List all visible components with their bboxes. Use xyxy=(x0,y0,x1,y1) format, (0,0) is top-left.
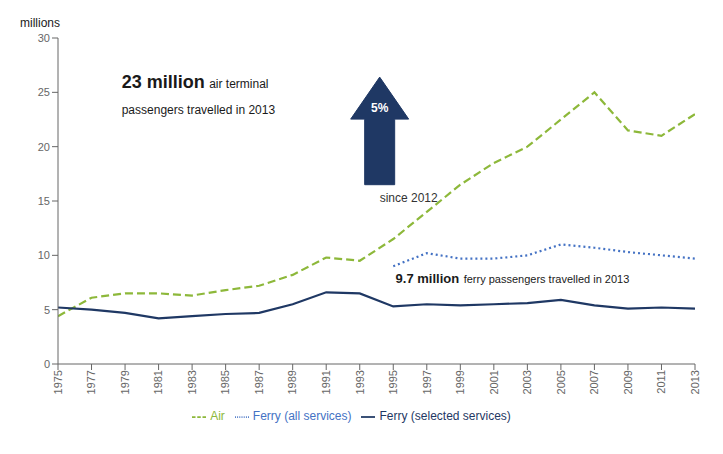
svg-text:25: 25 xyxy=(38,86,50,98)
svg-text:20: 20 xyxy=(38,141,50,153)
svg-text:2001: 2001 xyxy=(488,370,500,394)
svg-text:1999: 1999 xyxy=(454,370,466,394)
svg-text:1977: 1977 xyxy=(85,370,97,394)
svg-text:1991: 1991 xyxy=(320,370,332,394)
svg-text:10: 10 xyxy=(38,249,50,261)
svg-text:1979: 1979 xyxy=(119,370,131,394)
svg-text:5: 5 xyxy=(44,304,50,316)
svg-text:1993: 1993 xyxy=(354,370,366,394)
svg-text:1995: 1995 xyxy=(387,370,399,394)
html-text:passengers travelled in 2013: passengers travelled in 2013 xyxy=(121,103,276,118)
svg-text:2005: 2005 xyxy=(555,370,567,394)
svg-text:0: 0 xyxy=(44,358,50,370)
html-text:Ferry (selected services): Ferry (selected services) xyxy=(379,409,511,423)
svg-text:1987: 1987 xyxy=(253,370,265,394)
svg-text:2007: 2007 xyxy=(588,370,600,394)
svg-text:2013: 2013 xyxy=(689,370,701,394)
svg-text:2003: 2003 xyxy=(521,370,533,394)
svg-text:1981: 1981 xyxy=(152,370,164,394)
html-text:since 2012: since 2012 xyxy=(379,190,438,205)
svg-text:1983: 1983 xyxy=(186,370,198,394)
html-text:9.7 million ferry passengers t: 9.7 million ferry passengers travelled i… xyxy=(395,271,630,287)
svg-text:30: 30 xyxy=(38,32,50,44)
html-text:Ferry (all services): Ferry (all services) xyxy=(252,409,352,423)
svg-text:1975: 1975 xyxy=(52,370,64,394)
svg-text:2009: 2009 xyxy=(622,370,634,394)
html-text:Air: Air xyxy=(210,409,225,423)
svg-text:1997: 1997 xyxy=(421,370,433,394)
svg-text:1985: 1985 xyxy=(219,370,231,394)
svg-text:1989: 1989 xyxy=(286,370,298,394)
html-text:millions: millions xyxy=(20,16,60,30)
svg-text:2011: 2011 xyxy=(655,370,667,394)
svg-text:15: 15 xyxy=(38,195,50,207)
svg-text:5%: 5% xyxy=(371,101,389,115)
html-text:23 million air terminal: 23 million air terminal xyxy=(121,72,269,93)
